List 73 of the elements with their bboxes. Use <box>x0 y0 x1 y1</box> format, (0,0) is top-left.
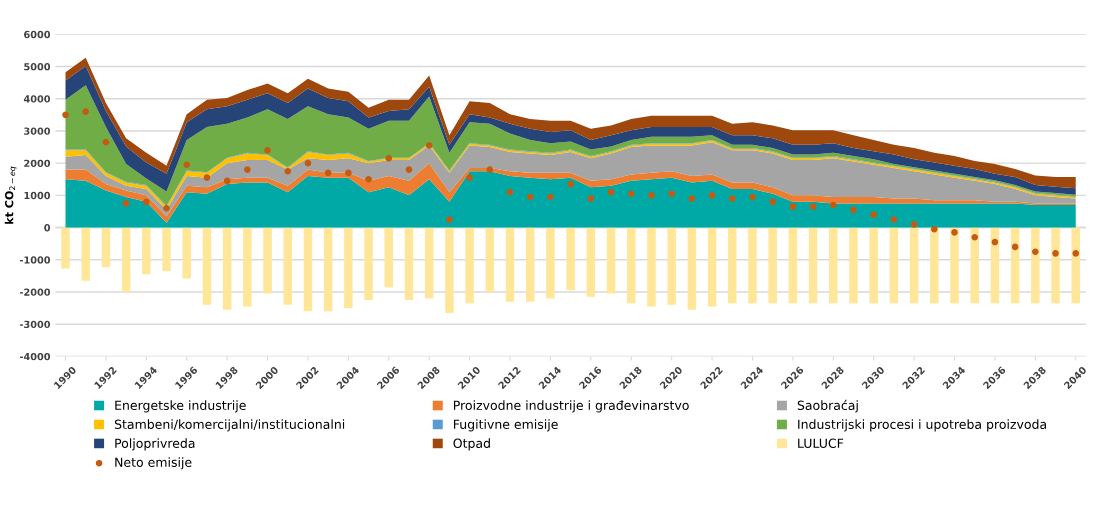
point <box>264 146 271 154</box>
point <box>971 233 979 241</box>
y-tick-label: 4000 <box>23 95 51 103</box>
point <box>223 177 231 185</box>
point <box>284 167 292 175</box>
point <box>425 142 433 149</box>
point <box>203 174 211 181</box>
y-tick-label: -2000 <box>19 288 51 296</box>
point <box>809 203 817 210</box>
legend-label: Poljoprivreda <box>115 438 195 451</box>
y-tick-label: 6000 <box>24 30 51 39</box>
point <box>122 200 130 207</box>
point <box>769 198 776 206</box>
point <box>910 221 918 228</box>
point <box>466 174 473 181</box>
point <box>850 206 857 214</box>
point <box>345 169 352 177</box>
point <box>1032 248 1039 256</box>
legend-label: Saobraćaj <box>797 399 858 413</box>
legend-label: Industrijski procesi i upotreba proizvoda <box>798 419 1047 432</box>
point <box>526 193 534 201</box>
y-tick-label: 2000 <box>24 159 51 167</box>
legend-label: Neto emisije <box>115 457 192 470</box>
point <box>405 166 413 173</box>
point <box>365 175 372 183</box>
point <box>890 216 898 223</box>
point <box>102 138 110 146</box>
point <box>607 188 615 196</box>
y-tick-label: -3000 <box>19 320 51 329</box>
point <box>183 161 191 169</box>
y-tick-label: -4000 <box>19 352 51 361</box>
point <box>304 159 312 167</box>
point <box>244 166 251 173</box>
point <box>547 193 554 201</box>
point <box>688 195 696 202</box>
point <box>82 108 90 115</box>
y-axis-title: kt CO$_{2−eq}$ <box>4 166 17 224</box>
point <box>143 198 150 206</box>
legend-label: LULUCF <box>798 438 844 448</box>
y-tick-label: 5000 <box>24 63 51 71</box>
legend-label: Energetske industrije <box>115 400 246 413</box>
legend-label: Stambeni/komercijalni/institucionalni <box>114 419 345 432</box>
point <box>931 225 938 233</box>
point <box>789 203 797 210</box>
point <box>62 111 69 119</box>
point <box>587 195 595 202</box>
point <box>991 238 999 246</box>
point <box>728 195 736 202</box>
point <box>829 201 837 209</box>
point <box>486 166 494 173</box>
point <box>1052 250 1059 257</box>
point <box>627 190 635 198</box>
point <box>648 192 655 199</box>
point <box>668 190 675 198</box>
y-tick-label: -1000 <box>19 256 51 264</box>
point <box>749 193 756 201</box>
point <box>506 188 514 196</box>
point <box>446 216 453 223</box>
y-tick-label: 1000 <box>24 191 51 200</box>
y-tick-label: 0 <box>44 224 51 232</box>
legend-label: Fugitivne emisije <box>453 419 558 432</box>
point <box>567 180 574 188</box>
legend-label: Proizvodne industrije i građevinarstvo <box>453 400 689 413</box>
point <box>951 229 958 236</box>
point <box>1072 250 1080 257</box>
point <box>870 211 877 218</box>
y-tick-label: 3000 <box>24 127 51 135</box>
point <box>1011 243 1019 251</box>
legend-label: Otpad <box>453 438 490 451</box>
point <box>163 204 170 212</box>
point <box>324 169 332 177</box>
point <box>708 192 716 199</box>
point <box>385 155 393 162</box>
